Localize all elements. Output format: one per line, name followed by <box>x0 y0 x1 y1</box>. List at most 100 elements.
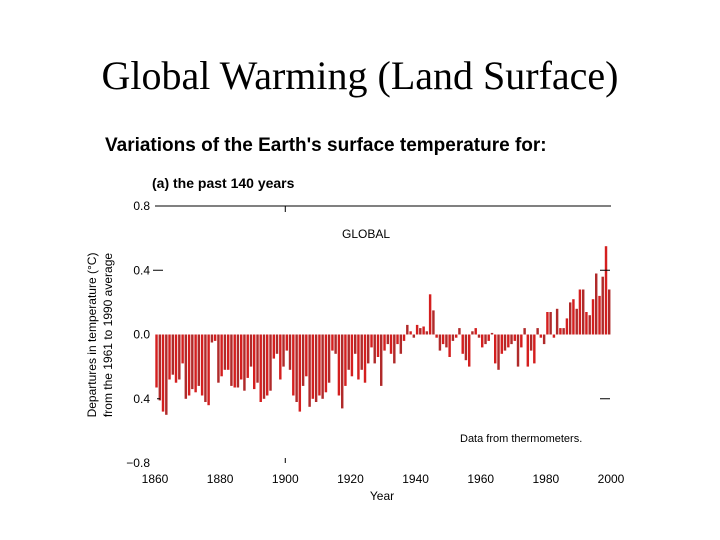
bar-1894 <box>266 334 269 396</box>
bar-1957 <box>471 331 474 335</box>
bar-1991 <box>582 289 585 335</box>
bar-1940 <box>415 324 419 335</box>
x-tick-label: 2000 <box>598 472 625 486</box>
bar-1986 <box>565 318 569 335</box>
bar-1900 <box>285 334 289 351</box>
bar-1980 <box>546 312 549 335</box>
bar-1948 <box>441 334 445 345</box>
bar-1992 <box>585 312 588 335</box>
bar-1867 <box>178 334 181 380</box>
y-tick-label: 0.4 <box>133 263 150 277</box>
bar-1994 <box>591 299 595 335</box>
bar-1970 <box>513 334 517 341</box>
bar-1860 <box>155 334 158 388</box>
bar-1924 <box>363 334 367 383</box>
bar-1942 <box>422 326 425 335</box>
bar-1879 <box>217 334 220 383</box>
bar-1977 <box>536 328 539 335</box>
bar-1888 <box>246 334 249 378</box>
bar-1981 <box>549 312 552 335</box>
y-axis-label-line2: from the 1961 to 1990 average <box>101 253 115 417</box>
bar-1945 <box>432 310 435 335</box>
y-tick-label: 0.8 <box>133 199 150 213</box>
bar-1950 <box>448 334 451 357</box>
bar-1926 <box>370 334 373 348</box>
y-tick-label: −0.8 <box>126 456 150 470</box>
bar-1966 <box>500 334 504 354</box>
bar-1917 <box>341 334 344 409</box>
bar-1969 <box>510 334 513 345</box>
bar-1959 <box>477 334 481 338</box>
bar-1946 <box>435 334 438 338</box>
bar-1914 <box>331 334 334 351</box>
x-tick-label: 1940 <box>402 472 429 486</box>
bar-1974 <box>526 334 530 367</box>
bar-1985 <box>562 328 565 335</box>
x-tick-label: 1920 <box>337 472 364 486</box>
bar-1975 <box>529 334 533 351</box>
bar-1890 <box>253 334 256 390</box>
bar-1870 <box>187 334 191 396</box>
bar-1995 <box>595 273 598 335</box>
region-label: GLOBAL <box>342 227 390 241</box>
bar-1922 <box>357 334 360 380</box>
x-tick-label: 1880 <box>207 472 234 486</box>
bar-1930 <box>383 334 386 351</box>
bar-1956 <box>468 334 471 367</box>
bar-1889 <box>249 334 253 367</box>
bar-1865 <box>171 334 175 375</box>
x-tick-label: 1980 <box>533 472 560 486</box>
bar-1918 <box>344 334 347 386</box>
bar-1987 <box>569 302 572 335</box>
bar-1928 <box>376 334 380 357</box>
bar-1904 <box>298 334 302 412</box>
bar-1936 <box>402 334 406 341</box>
bar-1898 <box>279 334 282 380</box>
x-tick-label: 1900 <box>272 472 299 486</box>
bar-1910 <box>318 334 321 396</box>
bar-1864 <box>168 334 171 380</box>
x-tick-label: 1860 <box>142 472 169 486</box>
bar-1868 <box>181 334 184 364</box>
bar-1882 <box>227 334 230 370</box>
bar-1913 <box>327 334 331 383</box>
bar-1869 <box>184 334 188 399</box>
y-axis-label-line1: Departures in temperature (°C) <box>85 253 99 418</box>
bar-1965 <box>497 334 500 370</box>
bar-1989 <box>575 308 578 335</box>
bar-1875 <box>204 334 207 402</box>
bar-1871 <box>191 334 194 390</box>
bar-1951 <box>451 334 455 341</box>
y-tick-label: 0.0 <box>133 328 150 342</box>
bar-1952 <box>455 334 458 338</box>
bar-1912 <box>324 334 328 393</box>
bar-1927 <box>373 334 376 364</box>
bar-1967 <box>503 334 507 351</box>
bar-1896 <box>272 334 276 359</box>
bar-1899 <box>282 334 285 367</box>
bar-1880 <box>220 334 223 377</box>
bar-1925 <box>367 334 370 364</box>
x-ticks: 1860 1880 1900 1920 1940 1960 1980 2000 <box>142 206 625 486</box>
bar-1893 <box>262 334 266 399</box>
bar-1973 <box>523 328 526 335</box>
bar-1902 <box>292 334 295 396</box>
bar-1983 <box>555 308 559 335</box>
bar-1932 <box>389 334 393 354</box>
bar-1971 <box>516 334 520 367</box>
bar-1923 <box>360 334 363 370</box>
bar-1961 <box>484 334 487 345</box>
bar-1877 <box>210 334 214 343</box>
bar-1878 <box>213 334 217 341</box>
bar-1872 <box>194 334 197 393</box>
bar-1996 <box>598 295 601 335</box>
bar-1958 <box>474 328 477 335</box>
bar-1955 <box>464 334 468 361</box>
bar-1968 <box>507 334 510 348</box>
bar-1915 <box>334 334 337 354</box>
bar-1937 <box>406 324 409 335</box>
bar-1943 <box>425 331 429 335</box>
bar-1944 <box>428 294 432 335</box>
bar-1862 <box>161 334 165 412</box>
